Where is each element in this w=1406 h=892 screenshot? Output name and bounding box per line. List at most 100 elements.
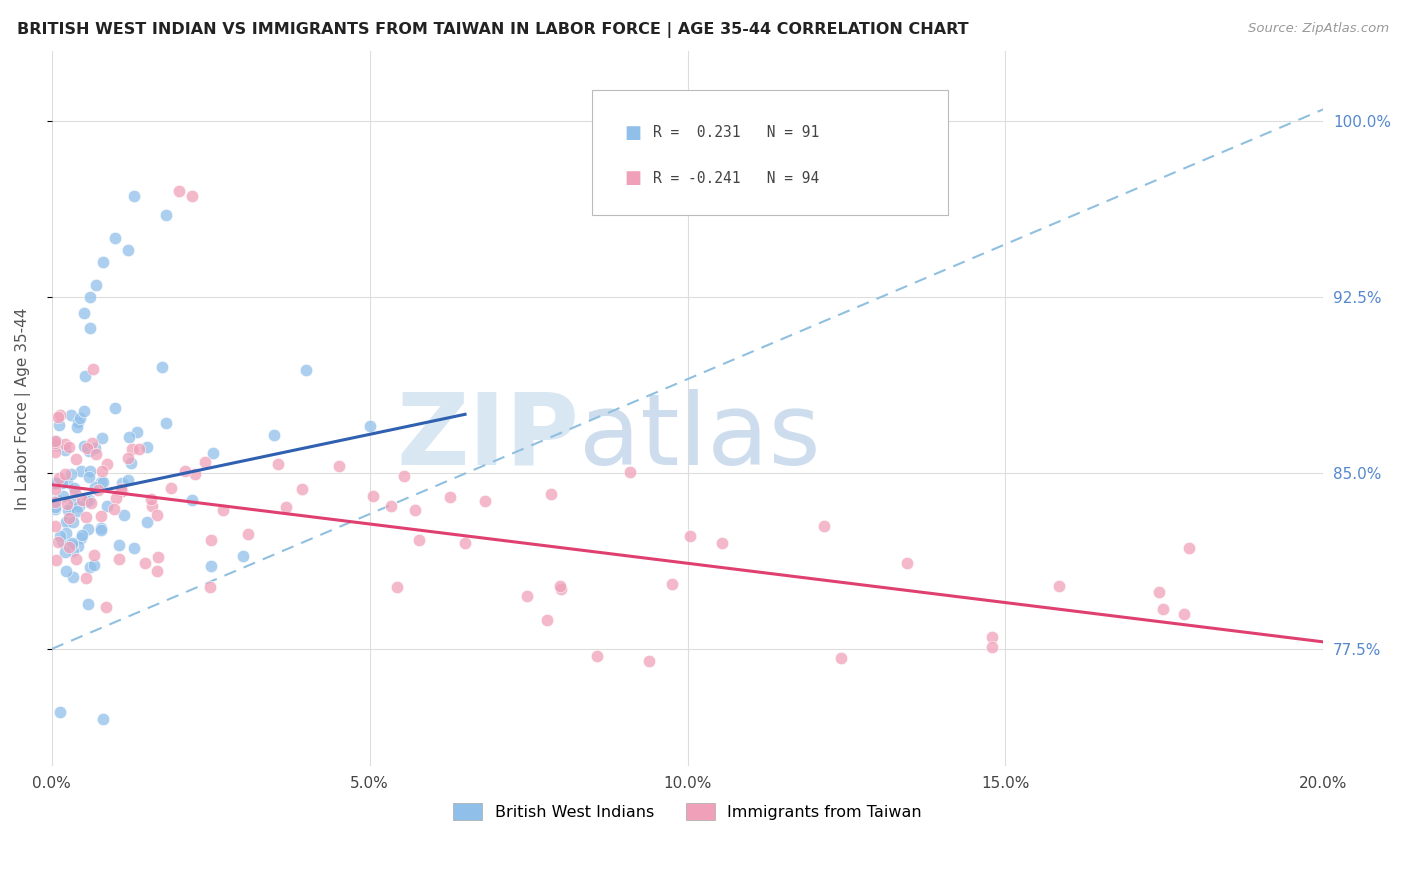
Point: [53, 437, 76, 451]
Point: [58, 441, 80, 455]
FancyBboxPatch shape: [592, 90, 948, 215]
Point: [117, 473, 139, 487]
Point: [49, 408, 72, 422]
Point: [66, 503, 89, 517]
Point: [194, 454, 217, 468]
Point: [110, 482, 132, 496]
Point: [141, 499, 163, 513]
Point: [112, 508, 135, 522]
Point: [91, 475, 114, 489]
Point: [263, 428, 285, 442]
Text: ZIP: ZIP: [396, 389, 579, 485]
Point: [75, 571, 97, 585]
Point: [361, 489, 384, 503]
Point: [124, 541, 146, 556]
Point: [174, 464, 197, 478]
Point: [55, 564, 77, 578]
Point: [90, 475, 112, 489]
Point: [661, 577, 683, 591]
Point: [107, 538, 129, 552]
Point: [104, 401, 127, 416]
Point: [134, 556, 156, 570]
Point: [70, 493, 93, 508]
Point: [83, 548, 105, 562]
Point: [198, 580, 221, 594]
Text: BRITISH WEST INDIAN VS IMMIGRANTS FROM TAIWAN IN LABOR FORCE | AGE 35-44 CORRELA: BRITISH WEST INDIAN VS IMMIGRANTS FROM T…: [17, 22, 969, 38]
Point: [66, 420, 89, 434]
Point: [1026, 775, 1049, 789]
Text: Source: ZipAtlas.com: Source: ZipAtlas.com: [1249, 22, 1389, 36]
Point: [136, 516, 159, 530]
Point: [90, 521, 112, 535]
Point: [232, 549, 254, 564]
Point: [90, 508, 112, 523]
Point: [76, 597, 98, 611]
Point: [117, 451, 139, 466]
Point: [139, 491, 162, 506]
Point: [454, 536, 477, 550]
Point: [76, 442, 98, 456]
Point: [980, 640, 1002, 655]
Point: [56, 503, 79, 517]
Point: [62, 569, 84, 583]
Point: [46, 535, 69, 549]
Point: [44, 500, 66, 515]
Point: [44, 445, 66, 459]
Point: [103, 502, 125, 516]
Point: [45, 492, 67, 507]
Point: [664, 782, 686, 797]
Point: [44, 434, 66, 448]
Point: [79, 469, 101, 483]
Point: [79, 290, 101, 304]
Point: [80, 435, 103, 450]
Point: [56, 512, 79, 526]
Point: [117, 430, 139, 444]
Point: [111, 483, 134, 498]
Point: [58, 541, 80, 555]
Point: [1152, 601, 1174, 615]
Point: [96, 457, 118, 471]
Point: [128, 442, 150, 457]
Point: [145, 564, 167, 578]
Point: [1173, 607, 1195, 622]
Point: [679, 529, 702, 543]
Point: [150, 360, 173, 375]
Point: [65, 452, 87, 467]
Text: R =  0.231   N = 91: R = 0.231 N = 91: [654, 126, 820, 140]
Text: ■: ■: [624, 124, 641, 142]
Point: [540, 487, 562, 501]
Point: [184, 467, 207, 481]
Point: [91, 255, 114, 269]
Point: [73, 439, 96, 453]
Point: [180, 492, 202, 507]
Point: [711, 536, 734, 550]
Point: [619, 466, 641, 480]
Point: [62, 535, 84, 549]
Point: [45, 438, 67, 452]
Point: [79, 320, 101, 334]
Point: [72, 403, 94, 417]
Point: [65, 551, 87, 566]
Point: [45, 553, 67, 567]
Point: [291, 482, 314, 496]
Point: [236, 527, 259, 541]
Point: [394, 469, 416, 483]
Point: [439, 490, 461, 504]
Point: [105, 491, 128, 506]
Point: [86, 278, 108, 293]
Point: [980, 630, 1002, 644]
Point: [136, 440, 159, 454]
Point: [146, 549, 169, 564]
Point: [536, 613, 558, 627]
Point: [1178, 541, 1201, 555]
Point: [474, 493, 496, 508]
Point: [94, 600, 117, 615]
Point: [63, 485, 86, 500]
Point: [404, 503, 426, 517]
Y-axis label: In Labor Force | Age 35-44: In Labor Force | Age 35-44: [15, 307, 31, 509]
Point: [516, 589, 538, 603]
Point: [380, 499, 402, 513]
Point: [44, 475, 66, 490]
Point: [1047, 579, 1070, 593]
Point: [408, 533, 430, 547]
